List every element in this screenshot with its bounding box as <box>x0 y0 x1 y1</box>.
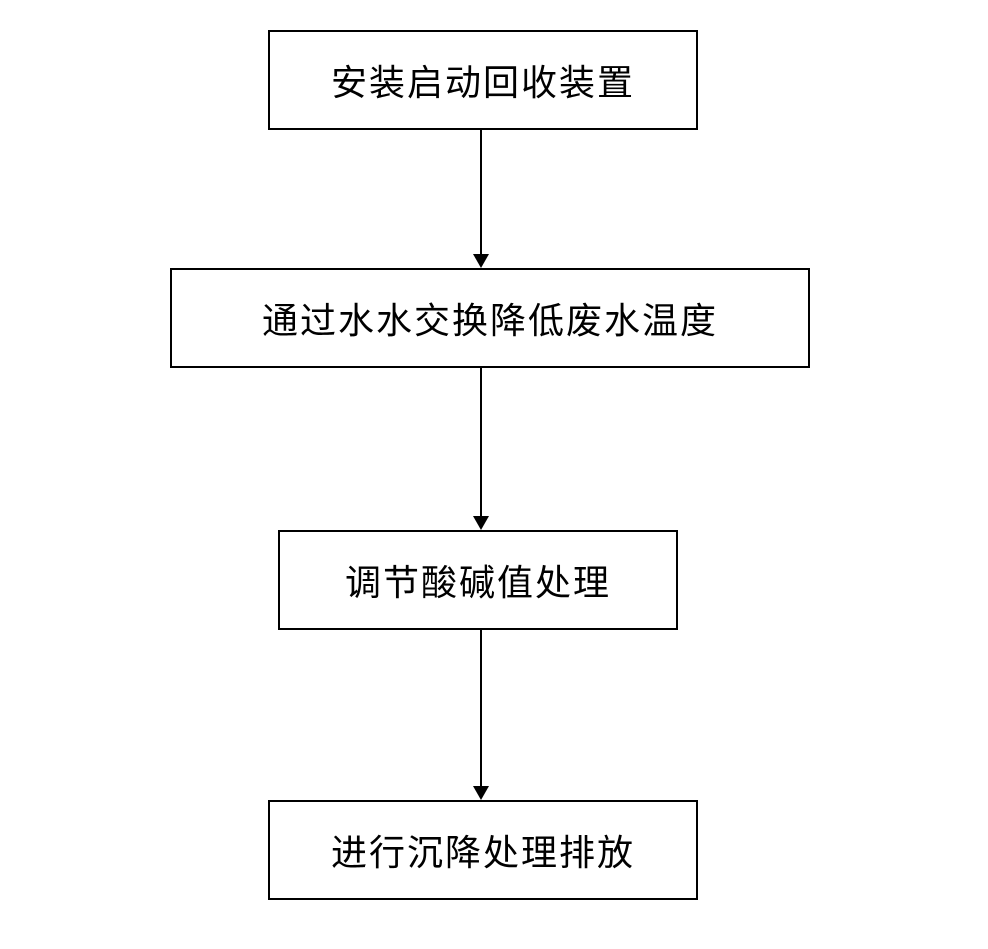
node-label: 安装启动回收装置 <box>331 54 635 106</box>
flowchart-arrow-head <box>473 516 489 530</box>
flowchart-arrow-line <box>480 368 482 516</box>
flowchart-node-step1: 安装启动回收装置 <box>268 30 698 130</box>
flowchart-node-step2: 通过水水交换降低废水温度 <box>170 268 810 368</box>
node-label: 通过水水交换降低废水温度 <box>262 292 718 344</box>
flowchart-node-step3: 调节酸碱值处理 <box>278 530 678 630</box>
flowchart-arrow-head <box>473 254 489 268</box>
flowchart-node-step4: 进行沉降处理排放 <box>268 800 698 900</box>
flowchart-arrow-line <box>480 130 482 254</box>
flowchart-arrow-line <box>480 630 482 786</box>
node-label: 调节酸碱值处理 <box>345 554 611 606</box>
flowchart-arrow-head <box>473 786 489 800</box>
node-label: 进行沉降处理排放 <box>331 824 635 876</box>
